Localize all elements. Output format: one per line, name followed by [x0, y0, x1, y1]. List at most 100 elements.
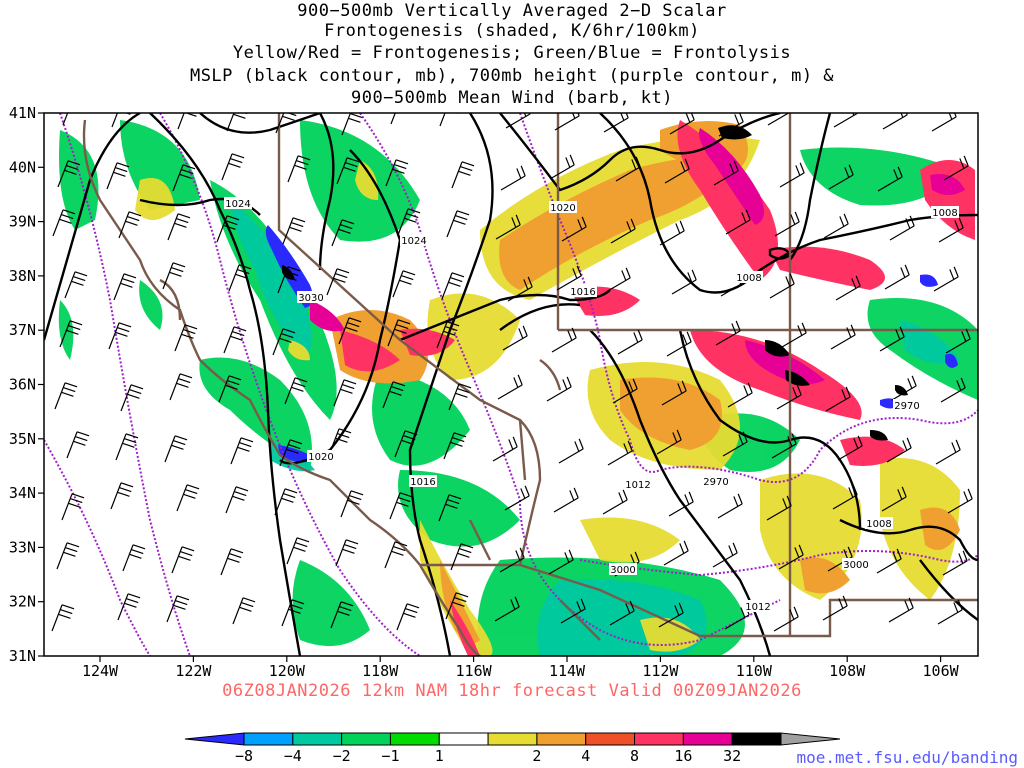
colorbar-max-arrow — [780, 732, 841, 746]
colorbar-swatch — [682, 732, 733, 746]
wind-barb — [560, 598, 586, 624]
wind-barb — [931, 113, 957, 132]
wind-barb — [553, 487, 579, 513]
wind-barb — [561, 216, 587, 242]
wind-barb — [118, 211, 142, 239]
forecast-valid-time: 06Z08JAN2026 12km NAM 18hr forecast Vali… — [222, 681, 802, 701]
lon-label: 114W — [549, 662, 586, 680]
colorbar-tick-label: 1 — [435, 747, 444, 765]
wind-barb — [617, 329, 643, 355]
wind-barb — [837, 435, 863, 461]
svg-text:1008: 1008 — [932, 208, 957, 219]
mslp-label: 1024 — [224, 197, 252, 210]
wind-barb — [668, 491, 694, 517]
wind-barb — [122, 544, 146, 572]
wind-barb — [725, 209, 751, 235]
wind-barb — [881, 486, 907, 512]
wind-barb — [177, 113, 197, 130]
wind-barb — [64, 271, 88, 299]
wind-barb — [877, 166, 903, 192]
wind-barb — [390, 113, 396, 125]
wind-barb — [389, 492, 413, 520]
colorbar-tick-label: 32 — [723, 747, 741, 765]
wind-barb — [66, 431, 90, 459]
wind-barb — [445, 592, 469, 620]
wind-barb — [382, 381, 406, 409]
wind-barb — [607, 440, 633, 466]
lat-label: 38N — [9, 267, 36, 285]
wind-barb — [502, 325, 528, 351]
wind-barb — [394, 430, 418, 458]
lon-label: 106W — [923, 662, 960, 680]
wind-barb — [61, 493, 85, 521]
wind-barb — [774, 211, 800, 237]
wind-barb — [176, 484, 200, 512]
wind-barb — [891, 375, 917, 401]
wind-barb — [779, 162, 805, 188]
wind-barb — [671, 269, 697, 295]
svg-text:1012: 1012 — [745, 602, 770, 613]
lon-label: 122W — [175, 662, 212, 680]
wind-barb — [558, 438, 584, 464]
wind-barb — [769, 273, 795, 299]
wind-barb — [174, 324, 198, 352]
wind-barb — [166, 595, 190, 623]
source-url[interactable]: moe.met.fsu.edu/banding — [796, 748, 1018, 767]
wind-barb — [443, 432, 467, 460]
wind-barb — [494, 596, 520, 622]
wind-barb — [778, 544, 804, 570]
title-line-3: Yellow/Red = Frontogenesis; Green/Blue =… — [232, 43, 792, 63]
wind-barb — [340, 490, 364, 518]
contour-labels: 1024 1024 1020 1016 1008 1008 1020 1016 … — [224, 197, 959, 613]
colorbar-swatch — [292, 732, 343, 746]
svg-text:1020: 1020 — [550, 203, 575, 214]
wind-barb — [943, 155, 969, 181]
colorbar-swatch — [389, 732, 440, 746]
wind-barb — [387, 319, 411, 347]
wind-barb — [940, 377, 966, 403]
wind-barb — [666, 331, 692, 357]
svg-text:3000: 3000 — [843, 560, 868, 571]
boundaries — [82, 113, 978, 656]
lat-label: 40N — [9, 158, 36, 176]
wind-barb — [879, 326, 905, 352]
wind-barb — [218, 375, 242, 403]
colorbar-swatch — [341, 732, 391, 746]
wind-barb — [712, 542, 738, 568]
svg-text:2970: 2970 — [894, 401, 919, 412]
wind-barb — [610, 218, 636, 244]
lat-label: 41N — [9, 104, 36, 122]
wind-barb — [282, 217, 306, 245]
wind-barb — [232, 597, 256, 625]
wind-barb — [396, 603, 420, 631]
wind-barb — [937, 599, 963, 625]
wind-barb — [436, 321, 460, 349]
wind-barb — [439, 113, 459, 127]
height-label: 2970 — [893, 399, 921, 412]
wind-barb — [279, 439, 303, 467]
longitude-axis: 124W 122W 120W 118W 116W 114W 112W 110W 108W 106W — [82, 656, 960, 680]
colorbar-tick-label: −8 — [235, 747, 253, 765]
wind-barb — [169, 373, 193, 401]
lat-label: 33N — [9, 538, 36, 556]
wind-barb — [499, 547, 525, 573]
lon-label: 110W — [736, 662, 773, 680]
wind-barb — [722, 431, 748, 457]
wind-barb — [284, 377, 308, 405]
wind-barb — [56, 542, 80, 570]
wind-barb — [615, 156, 641, 182]
mslp-label: 1024 — [400, 234, 428, 247]
svg-text:1016: 1016 — [570, 287, 595, 298]
wind-barb — [661, 380, 687, 406]
colorbar-swatch — [438, 732, 489, 746]
mslp-label: 1016 — [569, 285, 597, 298]
wind-barb — [933, 266, 959, 292]
wind-barb — [59, 320, 83, 348]
lat-label: 31N — [9, 647, 36, 665]
wind-barb — [225, 486, 249, 514]
colorbar: −8 −4 −2 −1 1 2 4 8 16 32 — [184, 732, 841, 765]
title-line-5: 900−500mb Mean Wind (barb, kt) — [350, 88, 674, 108]
lat-label: 36N — [9, 376, 36, 394]
wind-barb — [822, 595, 848, 621]
